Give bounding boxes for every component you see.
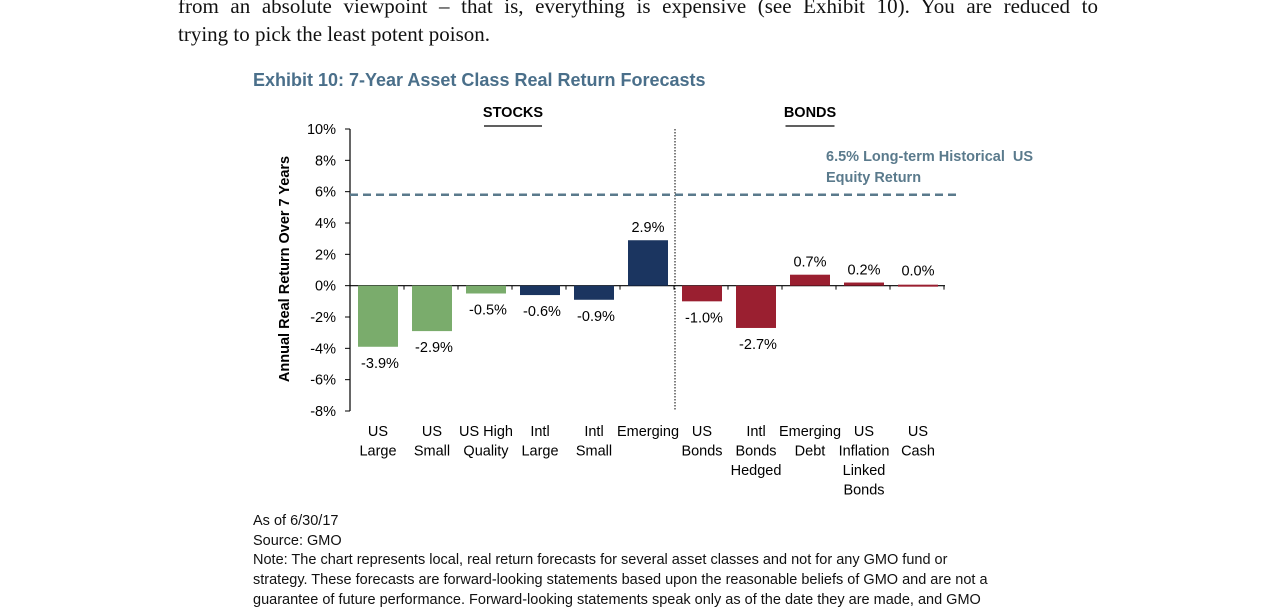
exhibit-chart: Exhibit 10: 7-Year Asset Class Real Retu… xyxy=(253,70,1033,499)
data-label: 0.0% xyxy=(901,264,934,280)
bar xyxy=(628,240,668,286)
y-tick-label: -2% xyxy=(310,310,336,326)
y-tick-label: 0% xyxy=(315,279,336,295)
category-label: Intl xyxy=(530,424,549,440)
y-tick-label: 4% xyxy=(315,216,336,232)
data-label: -0.9% xyxy=(577,309,615,325)
category-label: Debt xyxy=(795,444,826,460)
category-label: US xyxy=(422,424,442,440)
data-label: -3.9% xyxy=(361,356,399,372)
y-axis-label: Annual Real Return Over 7 Years xyxy=(277,156,293,382)
as-of-date: As of 6/30/17 xyxy=(253,513,339,529)
y-tick-label: -8% xyxy=(310,404,336,420)
bar xyxy=(898,284,938,287)
chart-title: Exhibit 10: 7-Year Asset Class Real Retu… xyxy=(253,70,706,90)
data-label: -0.5% xyxy=(469,303,507,319)
data-label: 0.2% xyxy=(847,263,880,279)
category-label: US xyxy=(692,424,712,440)
y-tick-label: -4% xyxy=(310,341,336,357)
data-label: 0.7% xyxy=(793,255,826,271)
category-label: Emerging xyxy=(617,424,679,440)
category-label: Large xyxy=(359,444,396,460)
category-label: Intl xyxy=(746,424,765,440)
category-label: Bonds xyxy=(681,444,722,460)
note-line-2: strategy. These forecasts are forward-lo… xyxy=(253,572,988,589)
note-line-1: Note: The chart represents local, real r… xyxy=(253,552,948,569)
bar xyxy=(412,285,452,332)
group-label: BONDS xyxy=(784,105,837,121)
bar xyxy=(574,285,614,300)
chart-notes: As of 6/30/17 Source: GMO Note: The char… xyxy=(253,512,1043,611)
category-label: Intl xyxy=(584,424,603,440)
reference-line-label: Equity Return xyxy=(826,170,921,186)
category-label: Quality xyxy=(463,444,509,460)
category-label: Inflation xyxy=(839,444,890,460)
category-label: Small xyxy=(576,444,612,460)
data-label: -2.7% xyxy=(739,337,777,353)
category-label: Emerging xyxy=(779,424,841,440)
category-label: Cash xyxy=(901,444,935,460)
body-text-line-2: trying to pick the least potent poison. xyxy=(178,22,491,46)
bar xyxy=(844,282,884,286)
y-tick-label: 8% xyxy=(315,153,336,169)
source-text: Source: GMO xyxy=(253,532,342,549)
category-label: Bonds xyxy=(735,444,776,460)
y-tick-label: -6% xyxy=(310,373,336,389)
category-label: Hedged xyxy=(731,463,782,479)
reference-line-label: 6.5% Long-term Historical US xyxy=(826,149,1033,165)
category-label: US xyxy=(908,424,928,440)
bar xyxy=(790,274,830,286)
group-label: STOCKS xyxy=(483,105,543,121)
category-label: Large xyxy=(521,444,558,460)
body-text-line-1: from an absolute viewpoint – that is, ev… xyxy=(178,0,1098,18)
bar xyxy=(466,285,506,294)
y-tick-label: 10% xyxy=(307,122,336,138)
y-tick-label: 2% xyxy=(315,247,336,263)
category-label: US xyxy=(854,424,874,440)
data-label: -0.6% xyxy=(523,304,561,320)
data-label: -1.0% xyxy=(685,310,723,326)
category-label: US High xyxy=(459,424,513,440)
bar xyxy=(682,285,722,302)
data-label: -2.9% xyxy=(415,340,453,356)
data-label: 2.9% xyxy=(631,220,664,236)
category-label: Linked xyxy=(843,463,886,479)
bar xyxy=(358,285,398,347)
y-tick-label: 6% xyxy=(315,185,336,201)
bar xyxy=(520,285,560,296)
category-label: US xyxy=(368,424,388,440)
category-label: Small xyxy=(414,444,450,460)
bar xyxy=(736,285,776,328)
category-label: Bonds xyxy=(843,483,884,499)
